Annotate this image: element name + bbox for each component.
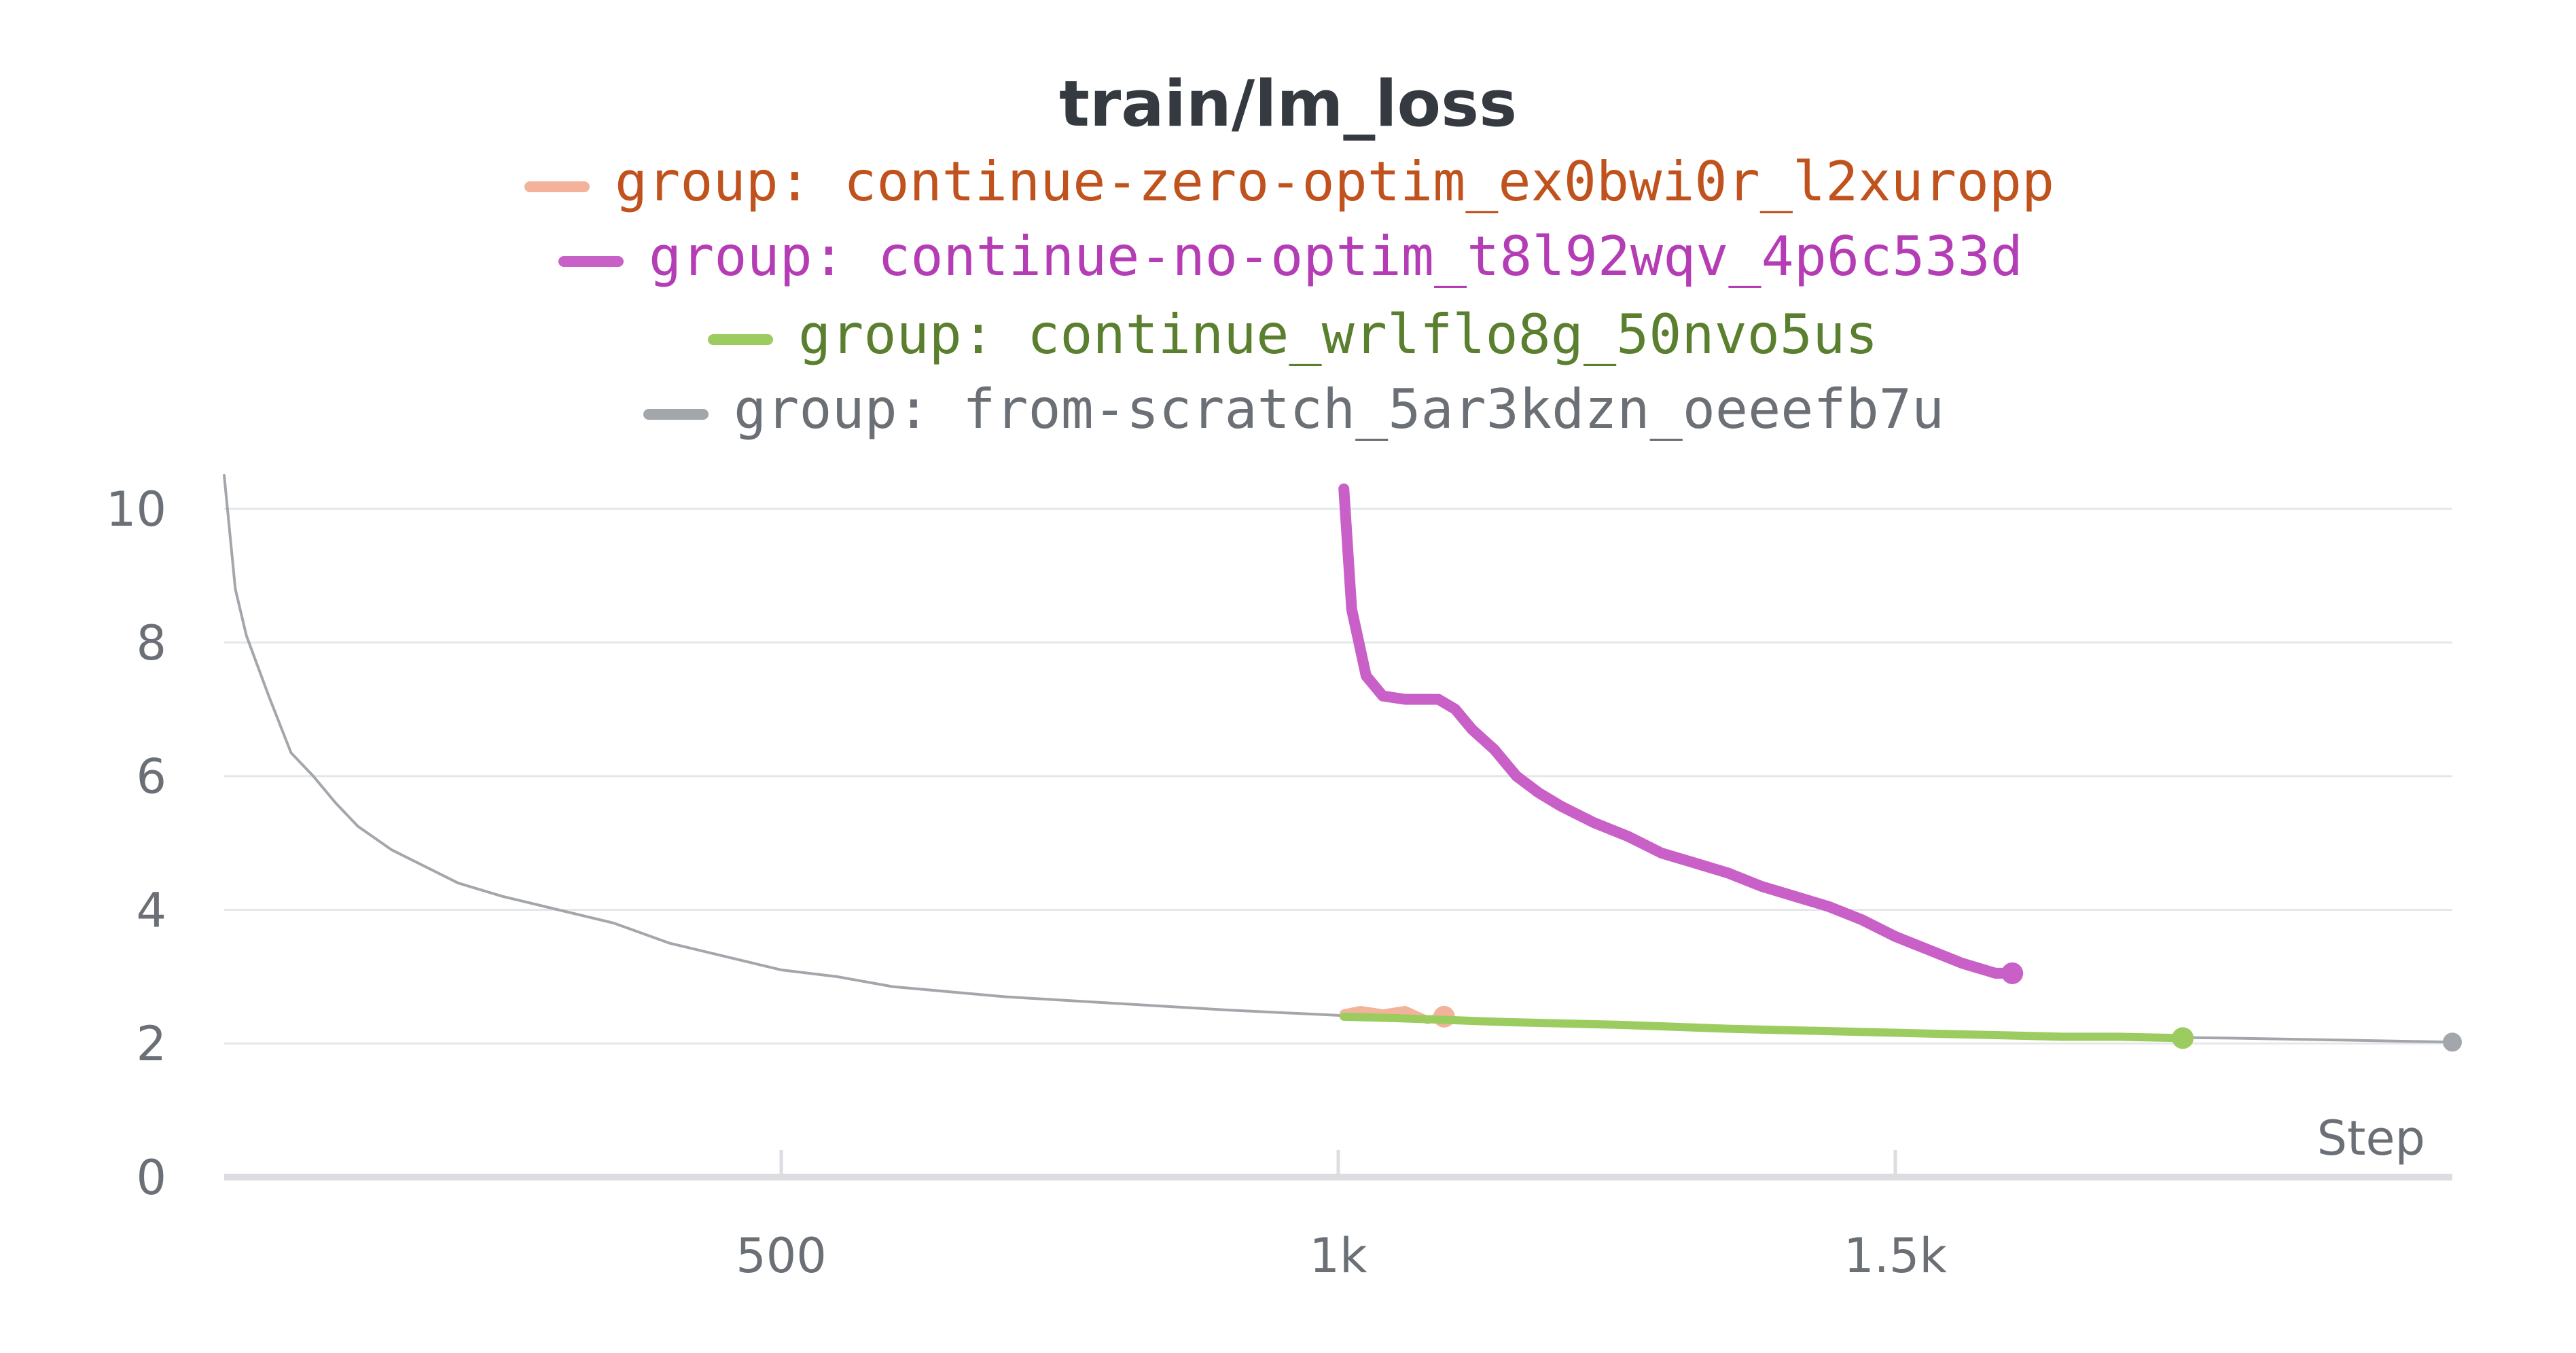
legend-item[interactable]: group: continue-zero-optim_ex0bwi0r_l2xu… [524, 150, 2054, 213]
series-line[interactable] [1338, 483, 2018, 979]
y-tick-label: 8 [136, 615, 166, 671]
legend-label: group: continue-no-optim_t8l92wqv_4p6c53… [649, 225, 2023, 288]
x-tick-label: 500 [736, 1228, 827, 1284]
legend-label: group: continue-zero-optim_ex0bwi0r_l2xu… [615, 150, 2054, 213]
chart-title: train/lm_loss [1059, 67, 1517, 141]
plot-area [223, 474, 2462, 1052]
y-tick-label: 4 [136, 882, 166, 938]
series-line[interactable] [1340, 1012, 2187, 1043]
y-tick-label: 10 [106, 482, 166, 537]
series-line[interactable] [223, 474, 2454, 1044]
legend-label: group: from-scratch_5ar3kdzn_oeeefb7u [734, 378, 1944, 441]
legend-item[interactable]: group: continue_wrlflo8g_50nvo5us [708, 303, 1878, 366]
legend-label: group: continue_wrlflo8g_50nvo5us [798, 303, 1878, 366]
legend-item[interactable]: group: continue-no-optim_t8l92wqv_4p6c53… [558, 225, 2023, 288]
x-tick-label: 1.5k [1844, 1228, 1947, 1284]
series-end-point[interactable] [2443, 1032, 2462, 1052]
axes: 500 1k 1.5k [224, 1150, 2452, 1284]
legend-item[interactable]: group: from-scratch_5ar3kdzn_oeeefb7u [643, 378, 1944, 441]
grid-lines: 0 2 4 6 8 10 [106, 482, 2452, 1206]
y-tick-label: 0 [136, 1150, 166, 1206]
series-end-point[interactable] [2001, 962, 2024, 984]
x-axis-label: Step [2317, 1111, 2425, 1166]
y-tick-label: 6 [136, 749, 166, 805]
x-tick-label: 1k [1309, 1228, 1367, 1284]
legend: group: continue-zero-optim_ex0bwi0r_l2xu… [524, 150, 2054, 441]
y-tick-label: 2 [136, 1016, 166, 1072]
series-end-point[interactable] [2172, 1027, 2194, 1049]
